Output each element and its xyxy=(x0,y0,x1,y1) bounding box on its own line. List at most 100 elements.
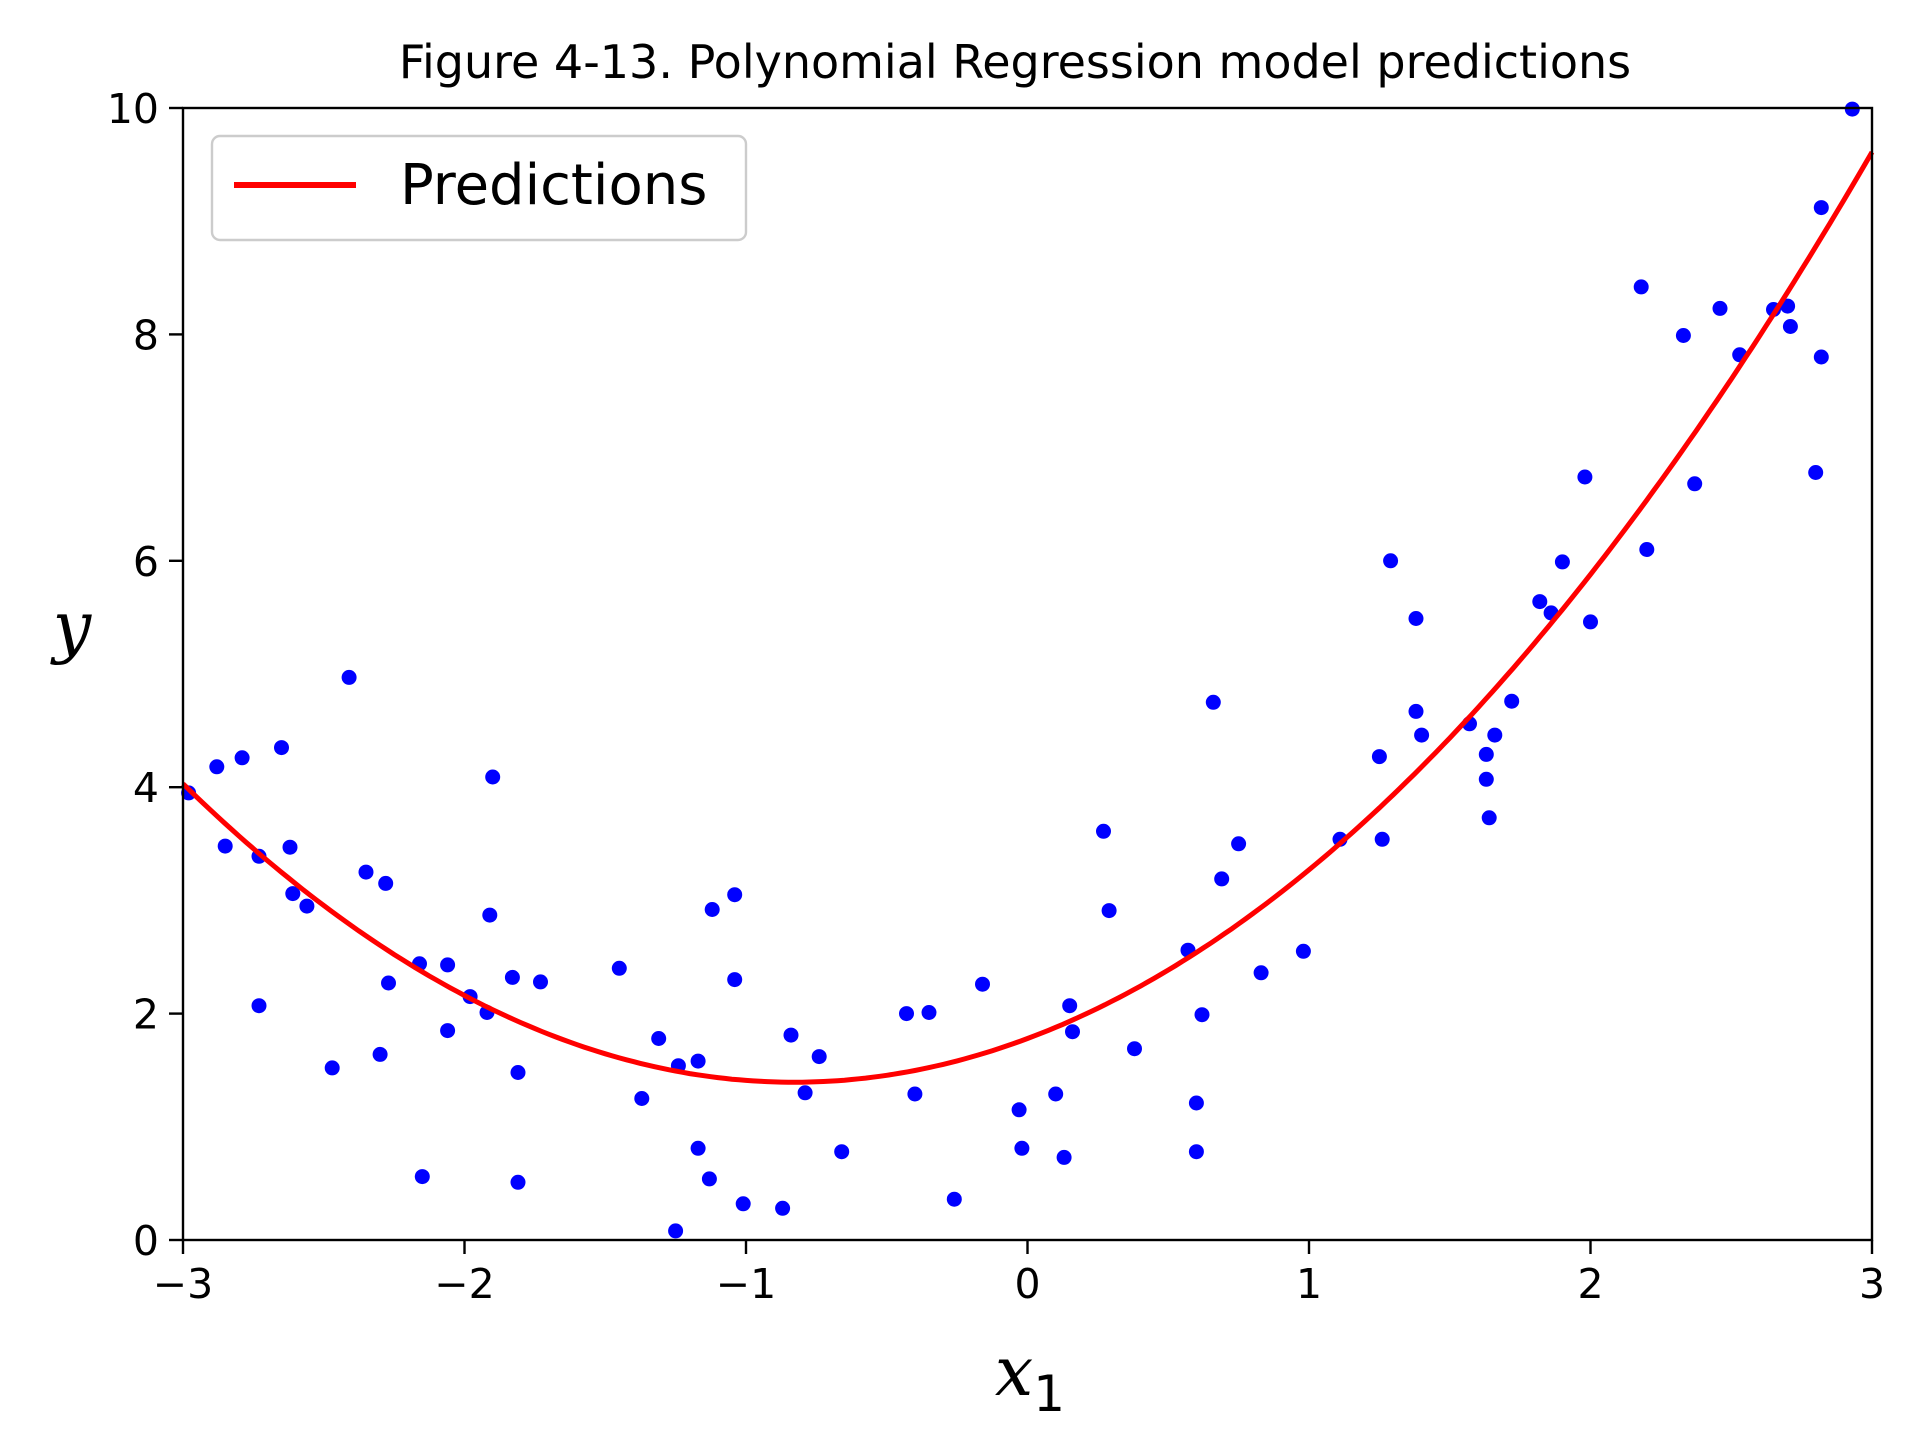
data-point xyxy=(701,1171,717,1187)
data-point xyxy=(299,898,315,914)
data-point xyxy=(510,1065,526,1080)
data-point xyxy=(811,1049,827,1065)
data-point xyxy=(372,1046,388,1062)
x-tick-label: 1 xyxy=(1296,1260,1322,1308)
x-tick-label: −3 xyxy=(153,1260,213,1308)
chart-title: Figure 4-13. Polynomial Regression model… xyxy=(399,35,1631,89)
x-tick-label: −1 xyxy=(716,1260,776,1308)
data-point xyxy=(440,957,456,973)
x-tick-label: −2 xyxy=(434,1260,494,1308)
data-point xyxy=(1214,871,1230,887)
plot-frame xyxy=(181,106,1874,1242)
prediction-line-layer xyxy=(181,150,1875,1085)
data-point xyxy=(209,759,225,775)
legend-label-predictions: Predictions xyxy=(400,153,707,218)
y-tick-label: 4 xyxy=(133,764,159,812)
data-point xyxy=(921,1005,937,1020)
data-point xyxy=(1065,1024,1080,1040)
y-tick-label: 2 xyxy=(133,991,159,1039)
data-point xyxy=(1188,1095,1204,1111)
data-point xyxy=(217,838,233,854)
data-point xyxy=(1056,1149,1072,1165)
data-point xyxy=(1295,943,1311,959)
data-point xyxy=(510,1174,526,1190)
data-point xyxy=(485,769,501,785)
data-point xyxy=(1504,693,1520,709)
y-tick-label: 6 xyxy=(133,538,159,586)
data-point xyxy=(1371,749,1387,765)
data-point xyxy=(899,1006,914,1022)
data-point xyxy=(1062,998,1078,1014)
data-point xyxy=(668,1223,684,1239)
data-point xyxy=(1383,553,1399,569)
data-point xyxy=(414,1169,430,1185)
data-point xyxy=(1374,831,1390,847)
data-point xyxy=(735,1196,751,1212)
data-point xyxy=(341,669,357,685)
data-point xyxy=(1231,836,1247,852)
data-point xyxy=(783,1027,799,1043)
data-point xyxy=(1583,614,1598,630)
data-point xyxy=(727,887,743,903)
x-tick-label: 3 xyxy=(1859,1260,1885,1308)
y-axis-label: y xyxy=(50,588,93,667)
data-point xyxy=(533,974,548,990)
data-point xyxy=(1048,1086,1064,1102)
data-point xyxy=(1577,469,1593,485)
data-point xyxy=(1194,1007,1210,1023)
legend: Predictions xyxy=(210,134,748,242)
data-point xyxy=(651,1031,667,1046)
y-tick-label: 0 xyxy=(133,1217,159,1265)
data-point xyxy=(1782,319,1798,334)
data-point xyxy=(611,960,627,976)
data-point xyxy=(274,740,289,756)
data-point xyxy=(181,785,197,801)
data-point xyxy=(1478,746,1494,762)
data-point xyxy=(1554,554,1570,570)
data-point xyxy=(1205,694,1221,710)
data-point xyxy=(704,902,720,917)
y-axis-ticks: 0 2 4 6 8 10 xyxy=(107,85,183,1265)
data-point xyxy=(1712,300,1728,316)
data-point xyxy=(1639,542,1655,557)
data-point xyxy=(834,1144,850,1160)
x-axis-label-subscript: 1 xyxy=(1033,1365,1065,1423)
data-point xyxy=(690,1140,706,1156)
data-point xyxy=(378,875,394,891)
data-point xyxy=(1408,611,1424,626)
data-point xyxy=(1188,1144,1204,1160)
data-point xyxy=(1014,1140,1030,1156)
y-tick-label: 8 xyxy=(133,311,159,359)
data-point xyxy=(482,907,498,923)
data-point xyxy=(975,976,990,992)
data-point xyxy=(1096,823,1111,839)
data-point xyxy=(1408,703,1424,719)
data-point xyxy=(1813,349,1829,365)
x-axis-label-base: x xyxy=(995,1333,1033,1412)
data-point xyxy=(358,864,374,880)
legend-frame xyxy=(210,134,748,242)
data-point xyxy=(1414,727,1430,743)
x-tick-label: 2 xyxy=(1577,1260,1603,1308)
x-tick-label: 0 xyxy=(1014,1260,1040,1308)
data-point xyxy=(381,975,396,991)
data-point xyxy=(440,1023,456,1039)
prediction-line xyxy=(181,150,1875,1085)
data-point xyxy=(1101,903,1117,919)
y-tick-label: 10 xyxy=(107,85,159,133)
x-axis-label: x1 xyxy=(995,1333,1065,1423)
data-point xyxy=(1487,727,1503,743)
data-point xyxy=(797,1085,813,1101)
data-point xyxy=(1481,810,1497,826)
data-point xyxy=(775,1200,791,1216)
data-point xyxy=(234,750,250,766)
data-point xyxy=(251,998,267,1014)
data-point xyxy=(727,972,743,988)
data-point xyxy=(1813,200,1829,216)
data-point xyxy=(690,1053,706,1069)
data-point xyxy=(324,1060,340,1076)
data-point xyxy=(907,1086,923,1102)
data-point xyxy=(1532,594,1548,610)
data-point xyxy=(504,969,520,985)
